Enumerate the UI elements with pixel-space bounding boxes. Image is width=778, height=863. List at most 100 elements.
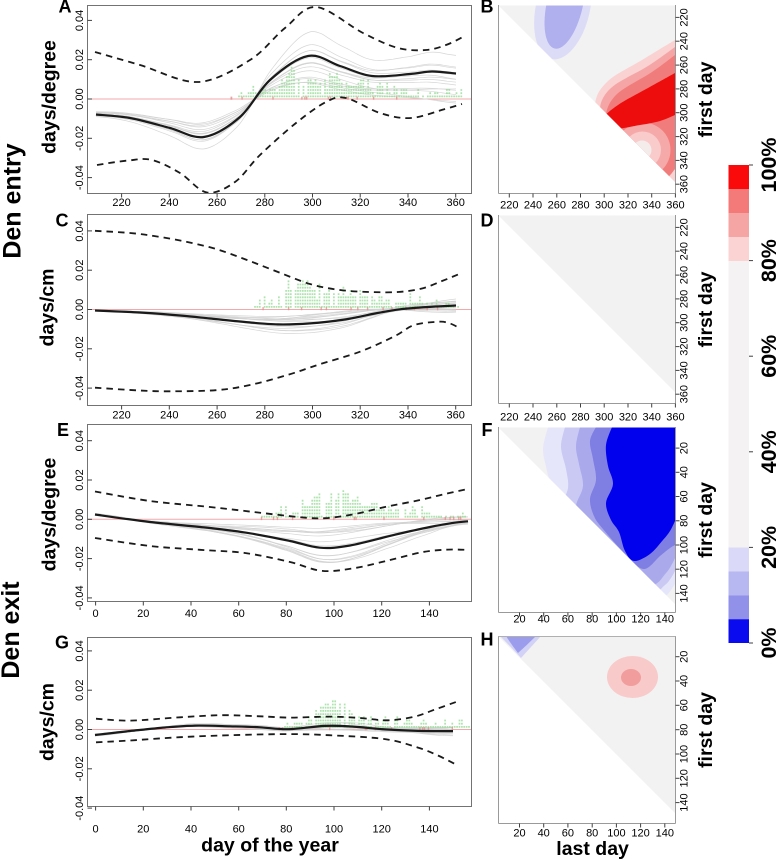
svg-text:80: 80 — [280, 824, 292, 836]
svg-text:300: 300 — [595, 200, 613, 212]
svg-text:240: 240 — [678, 242, 690, 260]
svg-text:80: 80 — [678, 515, 690, 527]
svg-text:100: 100 — [325, 824, 343, 836]
svg-text:0.02: 0.02 — [74, 49, 86, 70]
svg-text:140: 140 — [656, 828, 674, 840]
svg-text:220: 220 — [112, 410, 130, 422]
svg-text:240: 240 — [524, 412, 542, 424]
svg-text:E: E — [57, 420, 69, 440]
svg-text:D: D — [481, 211, 494, 231]
svg-text:day of the year: day of the year — [201, 835, 339, 857]
svg-text:240: 240 — [524, 200, 542, 212]
svg-text:260: 260 — [678, 266, 690, 284]
svg-text:-0.04: -0.04 — [74, 165, 86, 190]
svg-text:280: 280 — [571, 412, 589, 424]
svg-text:260: 260 — [208, 410, 226, 422]
svg-text:320: 320 — [351, 410, 369, 422]
svg-text:280: 280 — [256, 197, 274, 209]
svg-text:260: 260 — [678, 56, 690, 74]
svg-text:120: 120 — [631, 614, 649, 626]
svg-text:40: 40 — [678, 675, 690, 687]
svg-text:-0.04: -0.04 — [74, 585, 86, 610]
svg-text:60: 60 — [233, 608, 245, 620]
svg-text:340: 340 — [399, 410, 417, 422]
svg-text:80: 80 — [678, 724, 690, 736]
svg-text:F: F — [482, 420, 493, 440]
svg-text:240: 240 — [160, 410, 178, 422]
svg-text:0.04: 0.04 — [74, 10, 86, 31]
svg-text:Den entry: Den entry — [0, 143, 27, 258]
svg-text:300: 300 — [303, 197, 321, 209]
svg-text:140: 140 — [656, 614, 674, 626]
svg-text:first day: first day — [695, 61, 717, 137]
svg-text:40: 40 — [538, 828, 550, 840]
svg-text:360: 360 — [447, 410, 465, 422]
svg-text:20: 20 — [137, 824, 149, 836]
svg-text:0.00: 0.00 — [74, 299, 86, 320]
svg-text:0.02: 0.02 — [74, 469, 86, 490]
svg-text:120: 120 — [373, 608, 391, 620]
svg-text:C: C — [56, 211, 69, 231]
svg-text:last day: last day — [556, 838, 629, 860]
svg-text:280: 280 — [571, 200, 589, 212]
svg-text:0.00: 0.00 — [74, 719, 86, 740]
svg-text:140: 140 — [420, 824, 438, 836]
svg-text:240: 240 — [160, 197, 178, 209]
svg-text:80: 80 — [586, 828, 598, 840]
svg-text:80: 80 — [586, 614, 598, 626]
svg-text:360: 360 — [666, 200, 684, 212]
svg-text:220: 220 — [500, 200, 518, 212]
svg-text:300: 300 — [303, 410, 321, 422]
svg-text:100: 100 — [325, 608, 343, 620]
svg-text:days/cm: days/cm — [37, 268, 59, 346]
svg-text:280: 280 — [678, 290, 690, 308]
svg-text:120: 120 — [678, 769, 690, 787]
svg-text:0.02: 0.02 — [74, 679, 86, 700]
svg-text:20: 20 — [678, 442, 690, 454]
svg-text:G: G — [55, 633, 69, 653]
svg-text:Den exit: Den exit — [0, 581, 25, 679]
svg-text:260: 260 — [548, 412, 566, 424]
svg-text:40: 40 — [185, 608, 197, 620]
svg-text:320: 320 — [619, 412, 637, 424]
svg-text:-0.04: -0.04 — [74, 376, 86, 401]
svg-text:140: 140 — [678, 584, 690, 602]
svg-text:0%: 0% — [757, 627, 778, 658]
svg-text:100: 100 — [607, 614, 625, 626]
svg-text:20: 20 — [513, 828, 525, 840]
svg-text:60: 60 — [678, 490, 690, 502]
svg-text:140: 140 — [678, 793, 690, 811]
svg-text:280: 280 — [678, 80, 690, 98]
svg-text:60: 60 — [233, 824, 245, 836]
svg-text:0.04: 0.04 — [74, 640, 86, 661]
svg-text:300: 300 — [595, 412, 613, 424]
svg-text:320: 320 — [619, 200, 637, 212]
svg-text:100: 100 — [607, 828, 625, 840]
svg-text:0.04: 0.04 — [74, 430, 86, 451]
svg-text:days/degree: days/degree — [39, 40, 61, 154]
svg-text:0.02: 0.02 — [74, 259, 86, 280]
svg-text:320: 320 — [351, 197, 369, 209]
svg-text:280: 280 — [256, 410, 274, 422]
svg-text:0: 0 — [93, 824, 99, 836]
svg-text:300: 300 — [678, 104, 690, 122]
svg-text:B: B — [481, 0, 494, 17]
svg-text:60%: 60% — [757, 335, 778, 378]
svg-text:340: 340 — [643, 412, 661, 424]
svg-text:240: 240 — [678, 32, 690, 50]
svg-text:300: 300 — [678, 314, 690, 332]
svg-text:first day: first day — [695, 271, 717, 347]
svg-text:220: 220 — [678, 8, 690, 26]
svg-text:A: A — [59, 0, 72, 17]
svg-text:60: 60 — [562, 614, 574, 626]
svg-text:first day: first day — [695, 482, 717, 558]
svg-text:80: 80 — [280, 608, 292, 620]
svg-text:340: 340 — [643, 200, 661, 212]
svg-text:220: 220 — [500, 412, 518, 424]
svg-text:-0.02: -0.02 — [74, 756, 86, 781]
svg-text:60: 60 — [562, 828, 574, 840]
svg-text:0: 0 — [93, 608, 99, 620]
svg-text:100: 100 — [678, 745, 690, 763]
svg-text:360: 360 — [666, 412, 684, 424]
svg-text:260: 260 — [208, 197, 226, 209]
